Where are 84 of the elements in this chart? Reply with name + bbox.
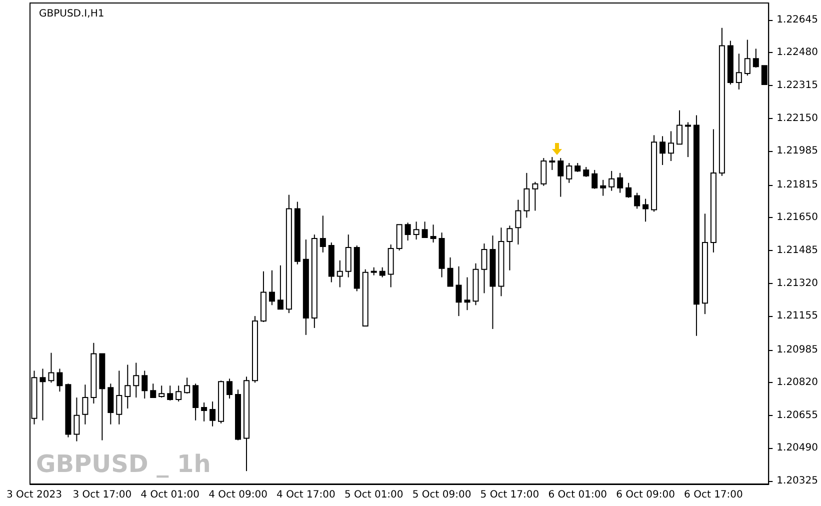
x-tick-label: 4 Oct 17:00 [276, 490, 336, 500]
candlestick [422, 221, 428, 238]
candlestick [540, 158, 547, 186]
candlestick [481, 243, 488, 294]
candlestick [142, 370, 148, 400]
candlestick [752, 48, 759, 68]
y-tick-label: 1.20985 [776, 344, 818, 356]
candlestick [150, 383, 156, 398]
candlestick [617, 172, 624, 194]
y-tick-label: 1.21320 [776, 278, 818, 289]
candlestick [336, 260, 343, 288]
candlestick [210, 401, 216, 427]
candlestick [515, 199, 522, 245]
candlestick [176, 385, 182, 402]
x-tick-label: 5 Oct 17:00 [480, 490, 540, 500]
candlestick [549, 156, 556, 170]
x-tick-label: 4 Oct 01:00 [140, 490, 200, 500]
candlestick [82, 384, 88, 425]
candlestick [676, 110, 682, 145]
x-tick-label: 4 Oct 09:00 [208, 490, 268, 500]
candlestick [626, 182, 632, 198]
candlestick [592, 169, 598, 190]
y-tick-label: 1.22150 [776, 112, 818, 124]
y-tick-label: 1.21155 [776, 310, 818, 322]
candlestick [566, 162, 572, 184]
candlestick [642, 198, 649, 222]
y-tick-label: 1.22315 [776, 80, 818, 91]
candlestick [396, 224, 402, 251]
candlestick [532, 181, 538, 212]
candlestick [48, 352, 54, 384]
candlestick [600, 179, 606, 196]
candlestick [430, 224, 436, 244]
candlestick [404, 222, 411, 242]
annotation: GBPUSD _ 1h [36, 450, 211, 478]
candlestick [608, 170, 615, 192]
candlestick [116, 370, 122, 425]
candlestick [506, 225, 513, 271]
candlestick [226, 378, 233, 400]
candlestick [277, 264, 284, 310]
x-tick-label: 5 Oct 09:00 [412, 490, 472, 500]
candlestick [379, 266, 386, 278]
y-tick-label: 1.20325 [776, 476, 818, 487]
candlestick [464, 276, 470, 311]
x-tick-label: 6 Oct 17:00 [684, 490, 743, 500]
x-tick-label: 6 Oct 01:00 [548, 490, 608, 500]
y-tick-label: 1.22645 [776, 14, 818, 26]
y-tick-label: 1.21650 [776, 212, 818, 224]
x-tick-label: 3 Oct 17:00 [72, 490, 132, 500]
candlestick [124, 364, 131, 409]
candlestick [268, 270, 275, 306]
candlestick [201, 402, 208, 422]
candlestick [447, 256, 454, 287]
candlestick [74, 397, 80, 442]
y-tick-label: 1.22480 [776, 47, 818, 58]
y-tick-label: 1.20655 [776, 410, 818, 421]
candlestick [583, 166, 590, 178]
candlestick [40, 368, 46, 421]
candlestick [158, 385, 165, 398]
candlestick [634, 192, 640, 210]
y-tick-label: 1.21815 [776, 179, 818, 190]
candlestick [524, 172, 530, 218]
candlestick [660, 136, 666, 166]
x-tick-label: 5 Oct 01:00 [344, 490, 404, 500]
y-tick-label: 1.20490 [776, 442, 818, 454]
candlestick [192, 383, 199, 421]
candlestick [167, 385, 174, 402]
candlestick [320, 215, 326, 253]
y-tick-label: 1.20820 [776, 377, 818, 388]
x-tick-label: 3 Oct 2023 [6, 490, 62, 500]
candlestick [558, 158, 564, 198]
y-tick-label: 1.21485 [776, 244, 818, 256]
candlestick [744, 39, 750, 76]
candlestick [684, 122, 691, 158]
candlestick [456, 266, 462, 317]
candlestick [413, 221, 420, 240]
y-tick-label: 1.21985 [776, 146, 818, 157]
candlestick [668, 130, 674, 162]
candlestick [133, 362, 140, 398]
x-tick-label: 6 Oct 09:00 [616, 490, 675, 500]
candlestick [184, 377, 190, 394]
candlestick [345, 234, 352, 278]
text: GBPUSD.I,H1 [39, 8, 104, 20]
candlestick [56, 368, 63, 392]
candlestick [736, 53, 742, 90]
